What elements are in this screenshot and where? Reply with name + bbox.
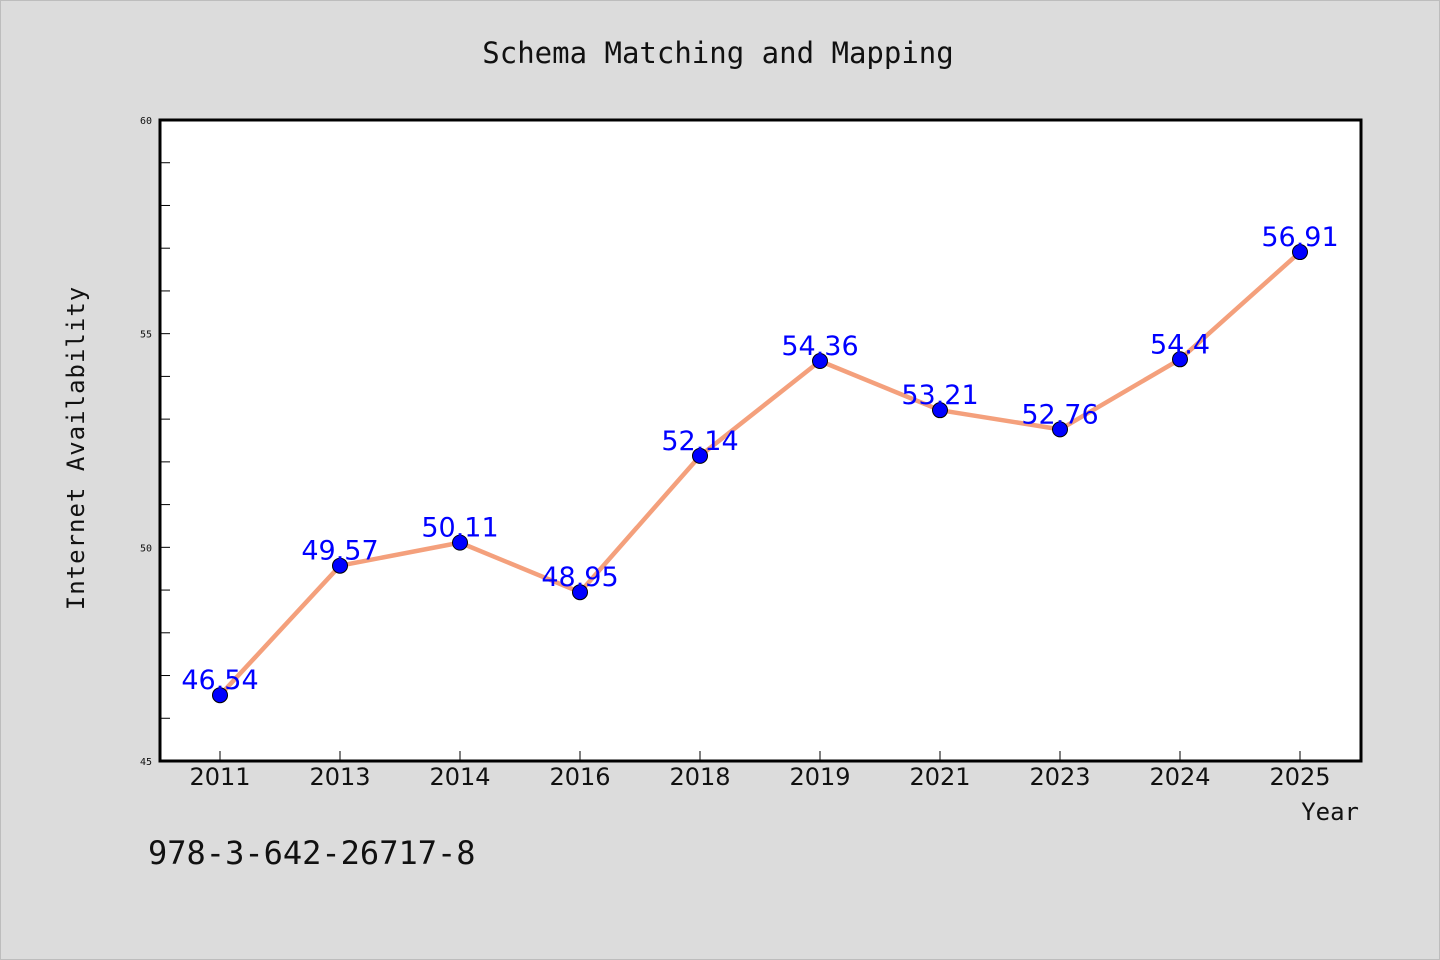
y-tick-label: 60 (140, 116, 152, 127)
data-point-label: 48.95 (541, 562, 618, 593)
data-point-label: 53.21 (901, 380, 978, 411)
data-point (1292, 244, 1308, 261)
y-axis-label: Internet Availability (62, 286, 90, 610)
data-point (572, 584, 588, 601)
x-tick-label: 2013 (309, 763, 370, 791)
data-point (692, 447, 708, 464)
chart-title: Schema Matching and Mapping (482, 36, 953, 70)
data-point-label: 52.14 (661, 426, 738, 457)
x-tick-label: 2025 (1269, 763, 1330, 791)
x-tick-label: 2018 (669, 763, 730, 791)
y-tick-label: 55 (140, 330, 152, 341)
data-point-label: 54.4 (1150, 329, 1210, 360)
x-tick-label: 2011 (189, 763, 250, 791)
data-point (1172, 351, 1188, 368)
x-tick-label: 2016 (549, 763, 610, 791)
x-axis-label: Year (1301, 798, 1359, 826)
series-markers (212, 244, 1308, 704)
x-tick-label: 2019 (789, 763, 850, 791)
plot-area (160, 120, 1361, 761)
y-tick-label: 45 (140, 757, 152, 768)
data-point-label: 46.54 (181, 665, 258, 696)
data-point-label: 56.91 (1261, 222, 1338, 253)
x-tick-label: 2023 (1029, 763, 1090, 791)
isbn-text: 978-3-642-26717-8 (148, 834, 476, 872)
data-point-label: 49.57 (301, 536, 378, 567)
data-point (212, 687, 228, 704)
data-point (812, 353, 828, 370)
x-tick-label: 2021 (909, 763, 970, 791)
y-tick-label: 50 (140, 543, 152, 554)
x-tick-label: 2014 (429, 763, 490, 791)
x-tick-label: 2024 (1149, 763, 1210, 791)
data-point (332, 557, 348, 574)
data-point-label: 50.11 (421, 513, 498, 544)
data-point-label: 52.76 (1021, 399, 1098, 430)
data-point (1052, 421, 1068, 438)
plot-frame (158, 118, 1363, 763)
data-point (452, 534, 468, 551)
series-line (217, 249, 1303, 698)
data-point-label: 54.36 (781, 331, 858, 362)
data-point (932, 402, 948, 419)
x-axis-ticks: 2011 2013 2014 2016 2018 2019 2021 2023 2024 2025 (189, 751, 1331, 791)
data-labels: 46.54 49.57 50.11 48.95 52.14 54.36 53.21 52.76… (181, 222, 1338, 696)
